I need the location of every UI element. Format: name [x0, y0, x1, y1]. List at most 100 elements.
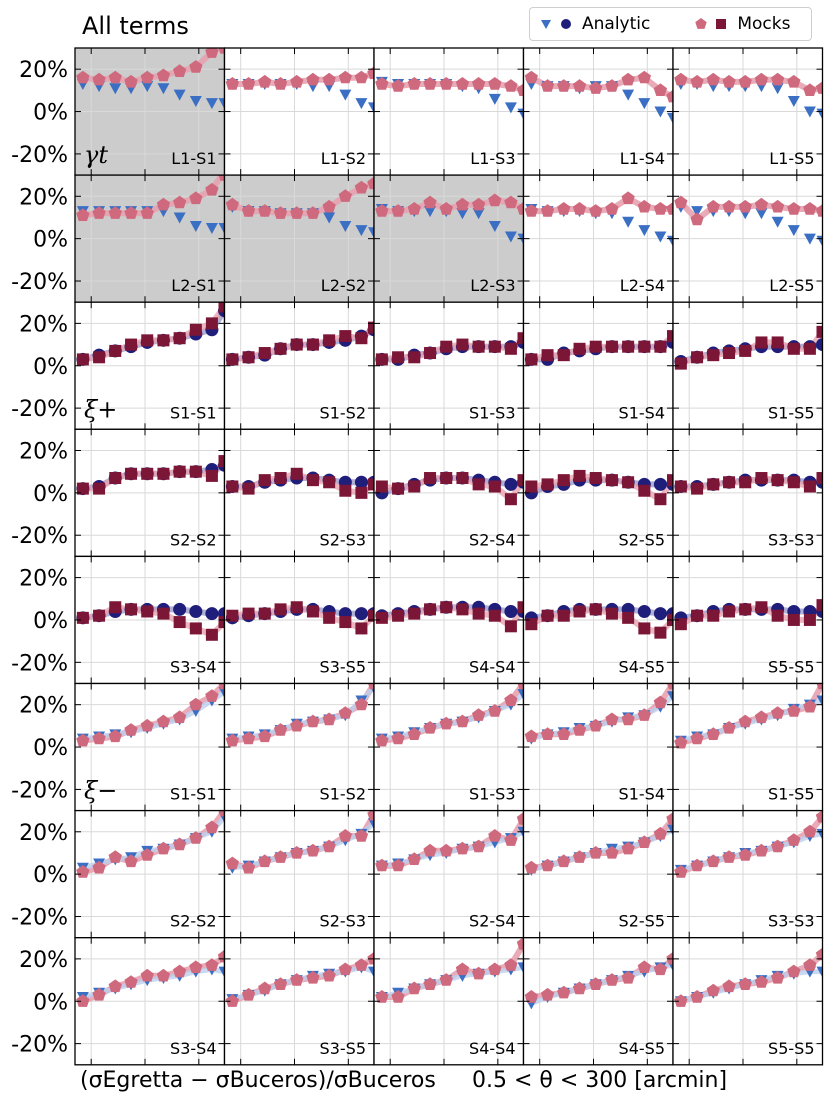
mocks-point: [589, 977, 603, 990]
mocks-point: [290, 467, 303, 480]
panel-plot-area: [375, 937, 524, 1004]
mocks-point: [391, 731, 405, 745]
analytic-band: [680, 831, 823, 873]
y-tick-label: -20%: [11, 143, 68, 168]
mocks-point: [803, 83, 817, 96]
mocks-point: [226, 609, 239, 622]
mocks-point: [621, 970, 635, 984]
analytic-point: [803, 233, 816, 245]
analytic-point: [488, 93, 501, 105]
analytic-point: [157, 83, 170, 95]
mocks-point: [706, 983, 720, 997]
mocks-point: [707, 349, 720, 362]
panel-label: L2-S4: [620, 276, 665, 295]
y-tick-label: 20%: [19, 185, 68, 210]
analytic-point: [355, 225, 368, 237]
mocks-point: [771, 199, 785, 213]
panel-plot-area: [76, 810, 225, 878]
mocks-point: [375, 733, 389, 747]
panel-s2-s3: S2-S3: [223, 809, 375, 939]
mocks-point: [258, 474, 271, 487]
analytic-point: [205, 98, 218, 110]
analytic-band: [530, 827, 673, 873]
mocks-point: [621, 191, 635, 205]
mocks-point: [306, 338, 319, 351]
mocks-point: [424, 603, 437, 616]
mocks-point: [76, 208, 90, 221]
mocks-point: [517, 601, 524, 614]
mocks-point: [524, 70, 538, 84]
mocks-point: [488, 480, 501, 493]
analytic-point: [472, 208, 485, 220]
analytic-point: [667, 691, 673, 703]
mocks-band: [232, 470, 374, 496]
mocks-point: [540, 204, 555, 217]
mocks-point: [156, 197, 171, 211]
mocks-point: [423, 77, 437, 90]
y-axis-caption: (σEgretta − σBuceros)/σBuceros: [80, 1068, 436, 1093]
mocks-point: [391, 79, 405, 92]
mocks-point: [367, 810, 374, 821]
analytic-point: [488, 220, 501, 232]
mocks-point: [375, 480, 388, 493]
panel-plot-area: [76, 175, 225, 235]
mocks-point: [540, 987, 555, 1001]
panel-s5-s5: S5-S5: [672, 555, 824, 685]
mocks-point: [189, 960, 203, 973]
mocks-point: [787, 476, 800, 489]
mocks-marker-icon: [695, 18, 727, 29]
mocks-band: [82, 48, 224, 85]
panel-s1-s1: S1-S1: [74, 682, 226, 812]
mocks-point: [338, 189, 352, 202]
mocks-point: [189, 323, 202, 336]
mocks-point: [339, 616, 352, 629]
analytic-point: [654, 106, 667, 118]
analytic-point: [424, 206, 437, 218]
mocks-point: [504, 833, 518, 846]
mocks-point: [375, 858, 389, 872]
panel-label: S4-S5: [619, 658, 665, 677]
mocks-band: [232, 604, 374, 632]
mocks-point: [815, 81, 823, 94]
y-tick-label: -20%: [11, 651, 68, 676]
analytic-point: [109, 83, 122, 95]
mocks-point: [391, 204, 405, 217]
mocks-point: [156, 841, 171, 855]
mocks-point: [674, 195, 688, 209]
panel-plot-area: [524, 683, 673, 745]
mocks-point: [488, 77, 502, 90]
mocks-point: [572, 850, 587, 863]
panel-label: S2-S3: [320, 912, 366, 931]
mocks-point: [322, 968, 336, 982]
mocks-point: [218, 455, 225, 468]
analytic-point: [339, 89, 352, 101]
mocks-point: [242, 351, 255, 364]
analytic-point: [218, 686, 225, 698]
mocks-point: [109, 601, 122, 614]
mocks-point: [691, 482, 704, 495]
mocks-point: [439, 202, 453, 215]
mocks-point: [815, 204, 823, 217]
panel-s3-s3: S3-S3: [672, 428, 824, 558]
y-tick-label: -20%: [11, 524, 68, 549]
panel-label: L1-S3: [470, 149, 515, 168]
panel-plot-area: [674, 599, 823, 631]
mocks-point: [572, 79, 587, 92]
mocks-point: [816, 325, 823, 338]
mocks-point: [205, 628, 218, 641]
mocks-point: [173, 964, 187, 978]
mocks-point: [241, 860, 256, 874]
mocks-point: [205, 469, 218, 482]
mocks-point: [557, 854, 571, 868]
panel-label: S1-S4: [619, 785, 665, 804]
mocks-point: [273, 977, 288, 990]
mocks-point: [205, 689, 219, 702]
mocks-point: [423, 843, 437, 857]
mocks-point: [654, 493, 667, 506]
analytic-point: [504, 477, 518, 491]
mocks-point: [621, 841, 635, 855]
mocks-point: [690, 212, 704, 226]
panel-label: S2-S5: [619, 912, 665, 931]
panel-s1-s4: S1-S4: [522, 682, 674, 812]
mocks-point: [76, 482, 89, 495]
